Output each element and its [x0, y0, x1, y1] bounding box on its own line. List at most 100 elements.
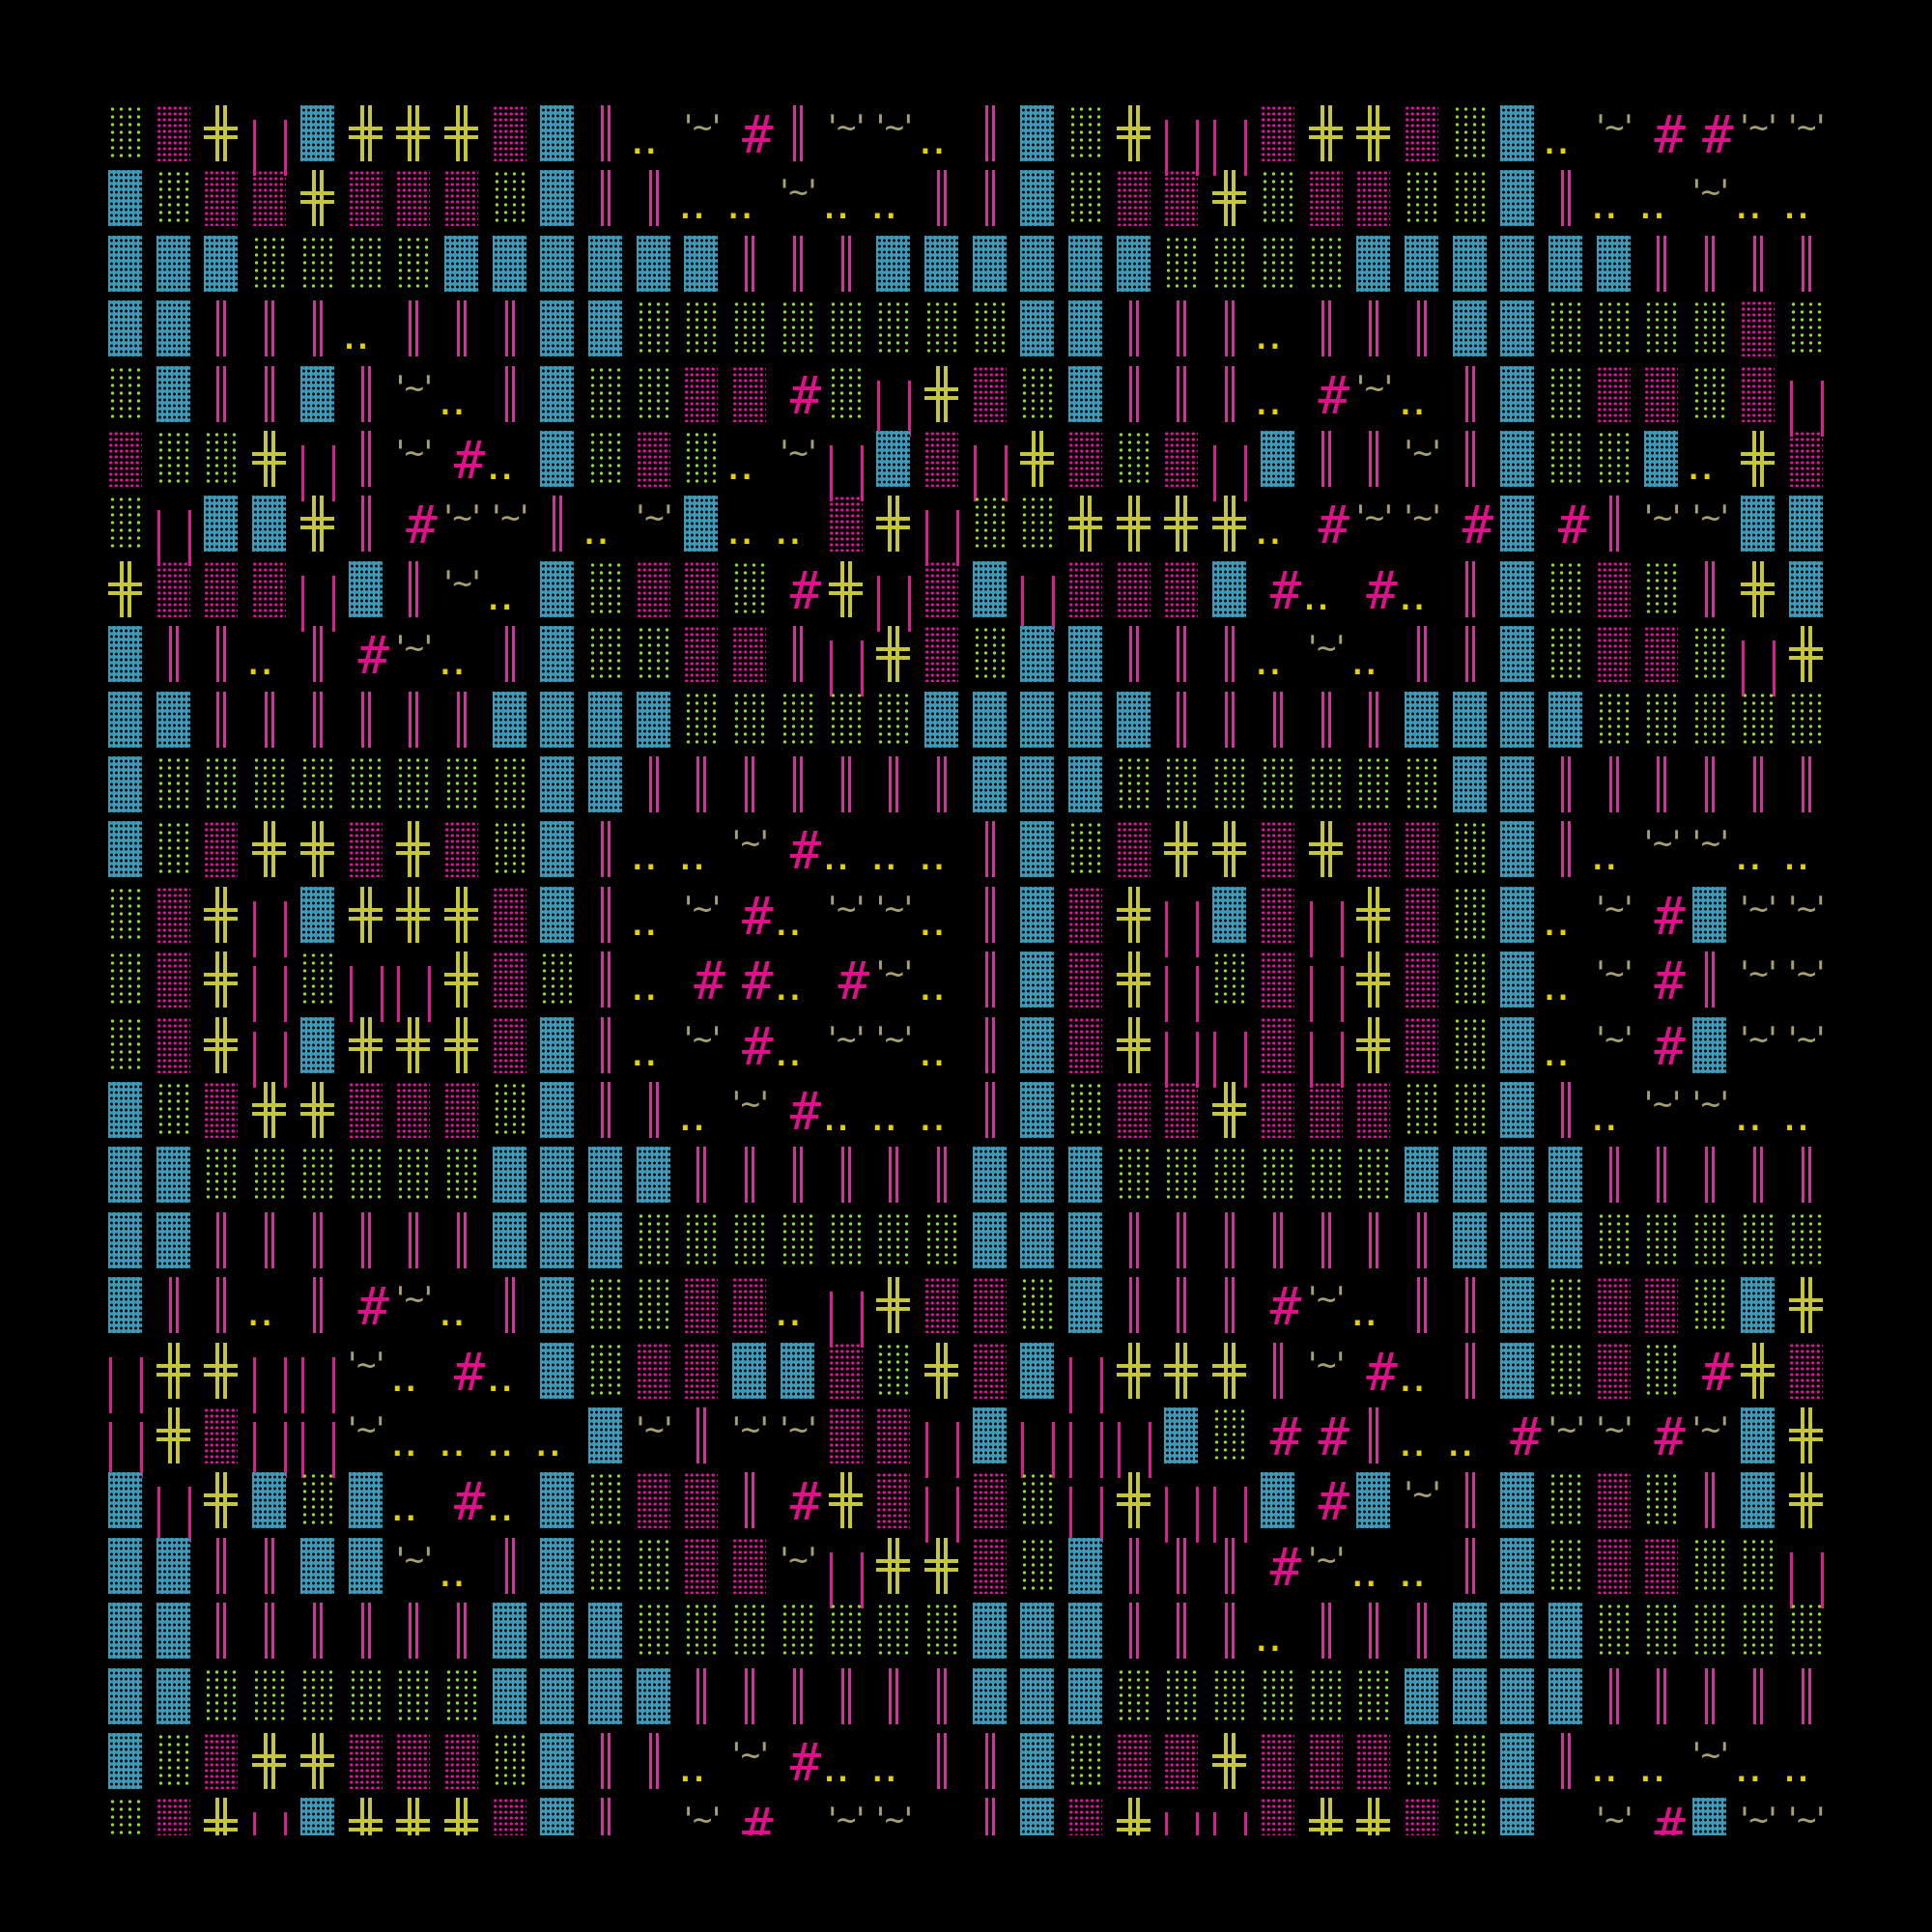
bracket-bars-glyph — [300, 561, 349, 632]
blue-shade-block-fill — [1020, 1667, 1055, 1724]
dots-glyph-text: .. — [1396, 582, 1428, 617]
bar-stroke — [895, 1147, 899, 1204]
bar-stroke — [271, 691, 275, 748]
cross-stroke — [223, 952, 228, 1009]
double-bar-glyph — [540, 496, 588, 560]
cross-stroke — [252, 452, 287, 456]
double-bar-glyph — [1164, 365, 1212, 431]
blue-shade-block — [540, 1147, 588, 1211]
blue-shade-block — [1500, 560, 1548, 626]
bar-stroke — [1712, 952, 1716, 1009]
dots-glyph: .. — [773, 1277, 829, 1342]
double-bar-glyph — [396, 300, 444, 365]
cross-gap — [363, 130, 368, 135]
cross-stroke — [299, 851, 334, 856]
bar-stroke — [284, 1031, 288, 1088]
bracket-bars-glyph — [252, 887, 300, 957]
hash-glyph-text: # — [1654, 1406, 1686, 1467]
blue-shade-block-fill — [1500, 1603, 1535, 1660]
bar-stroke — [271, 365, 275, 422]
green-shade-block-fill — [1452, 886, 1487, 943]
hash-glyph: # — [1644, 952, 1692, 1016]
pink-shade-block — [492, 1016, 541, 1082]
green-shade-block — [1212, 235, 1261, 300]
dots-glyph-text: .. — [1732, 192, 1764, 227]
blue-shade-block-fill — [588, 691, 622, 748]
blue-shade-block-fill — [540, 1277, 575, 1334]
hash-glyph: # — [1309, 496, 1357, 560]
cross-stroke — [1759, 1342, 1764, 1399]
blue-shade-block — [108, 235, 156, 300]
bar-stroke — [1752, 235, 1756, 292]
double-bar-glyph — [204, 691, 252, 756]
hash-glyph: # — [1500, 1407, 1548, 1472]
blue-shade-block-fill — [540, 626, 575, 683]
green-shade-block — [1644, 1211, 1692, 1277]
green-shade-block-fill — [1452, 105, 1487, 161]
tilde-glyph-text: '~' — [1734, 889, 1782, 928]
green-shade-block-fill — [1692, 1603, 1727, 1660]
green-shade-block — [1596, 1211, 1645, 1277]
cross-stroke — [876, 1558, 911, 1563]
green-shade-block — [1452, 821, 1501, 886]
blue-shade-block — [1500, 1798, 1548, 1835]
green-shade-block — [299, 235, 349, 300]
blue-shade-block — [1404, 235, 1453, 300]
blue-shade-block-fill — [1260, 431, 1294, 487]
cross-stroke — [1135, 1472, 1140, 1529]
bar-stroke — [1376, 1603, 1379, 1660]
double-bar-glyph — [781, 626, 829, 691]
cross-stroke — [215, 1342, 220, 1399]
green-shade-block-fill — [1692, 626, 1727, 683]
bar-stroke — [847, 235, 851, 292]
pink-shade-block — [1116, 560, 1165, 626]
bar-stroke — [655, 1733, 659, 1789]
hash-glyph-text: # — [1654, 1797, 1686, 1835]
blue-shade-block — [876, 235, 924, 300]
dots-glyph-text: .. — [916, 974, 948, 1009]
tilde-glyph: '~' — [870, 887, 924, 952]
cross-stroke — [175, 1342, 180, 1399]
hash-glyph-text: # — [357, 625, 390, 687]
bracket-bars-glyph — [1164, 887, 1212, 957]
pink-shade-block — [1788, 431, 1836, 496]
green-shade-block-fill — [156, 1733, 190, 1789]
dots-glyph-text: .. — [724, 453, 755, 487]
cross-stroke — [1116, 1037, 1151, 1042]
blue-shade-block-fill — [1500, 300, 1535, 357]
double-cross-glyph — [299, 170, 349, 235]
blue-shade-block — [156, 365, 205, 431]
blue-shade-block — [540, 1667, 588, 1733]
tilde-glyph-text: '~' — [870, 1801, 918, 1835]
bar-stroke — [511, 626, 515, 683]
green-shade-block-fill — [1068, 105, 1102, 161]
tilde-glyph-text: '~' — [1782, 889, 1831, 928]
double-bar-glyph — [444, 300, 493, 365]
cross-stroke — [1759, 431, 1764, 487]
blue-shade-block — [1500, 1603, 1548, 1667]
pink-shade-block-fill — [923, 560, 958, 617]
bar-stroke — [936, 1667, 940, 1724]
tilde-glyph-text: '~' — [1350, 368, 1398, 408]
pink-shade-block — [156, 1798, 205, 1835]
cross-stroke — [359, 1016, 364, 1073]
blue-shade-block-fill — [108, 1147, 142, 1204]
cross-stroke — [299, 517, 334, 522]
blue-shade-block-fill — [1548, 235, 1582, 292]
bar-stroke — [1801, 1667, 1804, 1724]
bar-stroke — [1663, 1147, 1667, 1204]
hash-glyph: # — [1309, 1407, 1357, 1472]
double-bar-glyph — [588, 821, 637, 886]
pink-shade-block — [684, 1342, 732, 1407]
green-shade-block — [1212, 1147, 1261, 1211]
bracket-bars-glyph — [1309, 887, 1357, 957]
dots-glyph: .. — [868, 170, 924, 235]
green-shade-block — [1788, 1211, 1836, 1277]
pink-shade-block — [1404, 952, 1453, 1016]
green-shade-block-fill — [732, 560, 767, 617]
blue-shade-block — [108, 1082, 156, 1147]
bar-stroke — [1128, 300, 1132, 357]
cross-stroke — [359, 105, 364, 161]
bar-stroke — [1568, 170, 1571, 227]
tilde-glyph: '~' — [1735, 887, 1789, 952]
